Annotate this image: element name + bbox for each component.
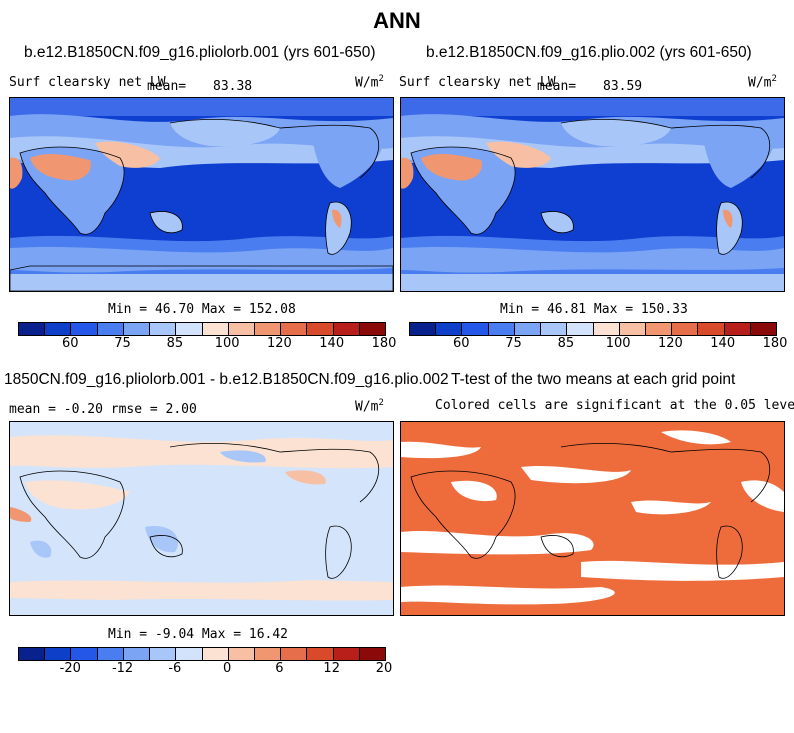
colorbar-swatch bbox=[619, 323, 646, 335]
colorbar-tick-label: -12 bbox=[111, 661, 134, 676]
colorbar-tick-label: 60 bbox=[453, 336, 470, 351]
panel2-field-label: Surf clearsky net LW bbox=[399, 75, 556, 90]
colorbar-swatch bbox=[150, 323, 177, 335]
panel4-map bbox=[400, 421, 785, 616]
colorbar-tick-label: 180 bbox=[371, 336, 397, 351]
colorbar-swatch bbox=[228, 323, 255, 335]
colorbar-swatch bbox=[645, 323, 673, 335]
panel3-colorbar bbox=[18, 647, 386, 661]
colorbar-swatch bbox=[359, 648, 386, 660]
colorbar-swatch bbox=[71, 648, 98, 660]
figure-title: ANN bbox=[373, 8, 421, 33]
panel4-ttest-subtitle: Colored cells are significant at the 0.0… bbox=[435, 398, 794, 413]
colorbar-tick-label: 120 bbox=[658, 336, 683, 351]
colorbar-swatch bbox=[71, 323, 98, 335]
colorbar-swatch bbox=[202, 323, 229, 335]
panel1-mean-value: 83.38 bbox=[213, 79, 253, 94]
colorbar-tick-label: 20 bbox=[375, 661, 393, 676]
colorbar-swatch bbox=[45, 323, 72, 335]
panel4-map-graphic bbox=[401, 422, 784, 615]
panel1-mean-label: mean= bbox=[147, 79, 187, 94]
panel2-map-graphic bbox=[401, 98, 784, 291]
colorbar-swatch bbox=[281, 323, 308, 335]
colorbar-tick-label: 75 bbox=[505, 336, 522, 351]
colorbar-tick-label: 85 bbox=[166, 336, 184, 351]
colorbar-swatch bbox=[672, 323, 699, 335]
colorbar-swatch bbox=[19, 648, 46, 660]
panel1-colorbar bbox=[18, 322, 386, 336]
panel3-map-graphic bbox=[10, 422, 393, 615]
panel3-mean-rmse: mean = -0.20 rmse = 2.00 bbox=[9, 402, 197, 417]
colorbar-swatch bbox=[410, 323, 437, 335]
colorbar-swatch bbox=[514, 323, 542, 335]
colorbar-swatch bbox=[97, 323, 124, 335]
panel2-units: W/m2 bbox=[748, 74, 777, 91]
colorbar-swatch bbox=[333, 648, 360, 660]
colorbar-swatch bbox=[123, 648, 151, 660]
panel2-colorbar bbox=[409, 322, 777, 336]
panel1-map-graphic bbox=[10, 98, 393, 291]
colorbar-swatch bbox=[150, 648, 177, 660]
colorbar-tick-label: 12 bbox=[323, 661, 340, 676]
panel2-min-max: Min = 46.81 Max = 150.33 bbox=[500, 302, 688, 317]
colorbar-swatch bbox=[333, 323, 360, 335]
colorbar-swatch bbox=[176, 323, 203, 335]
colorbar-swatch bbox=[724, 323, 751, 335]
colorbar-swatch bbox=[254, 323, 282, 335]
colorbar-swatch bbox=[307, 323, 334, 335]
panel2-map bbox=[400, 97, 785, 292]
colorbar-swatch bbox=[462, 323, 489, 335]
colorbar-tick-label: 120 bbox=[267, 336, 292, 351]
colorbar-tick-label: -20 bbox=[59, 661, 81, 676]
panel3-units: W/m2 bbox=[355, 398, 384, 415]
panel2-mean-value: 83.59 bbox=[603, 79, 643, 94]
colorbar-tick-label: 6 bbox=[275, 661, 284, 676]
panel4-ttest-title: T-test of the two means at each grid poi… bbox=[451, 371, 736, 388]
panel3-diff-title: 1850CN.f09_g16.pliolorb.001 - b.e12.B185… bbox=[4, 371, 449, 388]
colorbar-swatch bbox=[97, 648, 124, 660]
panel2-mean-label: mean= bbox=[537, 79, 577, 94]
colorbar-swatch bbox=[281, 648, 308, 660]
colorbar-swatch bbox=[19, 323, 46, 335]
colorbar-swatch bbox=[123, 323, 151, 335]
panel3-min-max: Min = -9.04 Max = 16.42 bbox=[108, 627, 289, 642]
colorbar-tick-label: 100 bbox=[214, 336, 240, 351]
panel3-map bbox=[9, 421, 394, 616]
colorbar-swatch bbox=[254, 648, 282, 660]
panel1-case-title: b.e12.B1850CN.f09_g16.pliolorb.001 (yrs … bbox=[24, 44, 376, 61]
panel1-map bbox=[9, 97, 394, 292]
panel1-min-max: Min = 46.70 Max = 152.08 bbox=[108, 302, 296, 317]
colorbar-tick-label: 100 bbox=[605, 336, 631, 351]
panel1-units: W/m2 bbox=[355, 74, 384, 91]
colorbar-swatch bbox=[436, 323, 463, 335]
colorbar-tick-label: 180 bbox=[762, 336, 788, 351]
colorbar-tick-label: -6 bbox=[168, 661, 182, 676]
colorbar-swatch bbox=[593, 323, 620, 335]
colorbar-swatch bbox=[45, 648, 72, 660]
colorbar-tick-label: 60 bbox=[62, 336, 79, 351]
colorbar-swatch bbox=[541, 323, 568, 335]
panel1-field-label: Surf clearsky net LW bbox=[9, 75, 166, 90]
colorbar-swatch bbox=[228, 648, 255, 660]
colorbar-swatch bbox=[307, 648, 334, 660]
colorbar-tick-label: 85 bbox=[557, 336, 575, 351]
colorbar-swatch bbox=[176, 648, 203, 660]
colorbar-swatch bbox=[488, 323, 515, 335]
colorbar-swatch bbox=[750, 323, 777, 335]
colorbar-tick-label: 75 bbox=[114, 336, 131, 351]
colorbar-tick-label: 140 bbox=[319, 336, 345, 351]
colorbar-tick-label: 0 bbox=[223, 661, 232, 676]
panel2-case-title: b.e12.B1850CN.f09_g16.plio.002 (yrs 601-… bbox=[426, 44, 752, 61]
colorbar-swatch bbox=[567, 323, 594, 335]
colorbar-swatch bbox=[698, 323, 725, 335]
colorbar-swatch bbox=[359, 323, 386, 335]
colorbar-swatch bbox=[202, 648, 229, 660]
colorbar-tick-label: 140 bbox=[710, 336, 736, 351]
